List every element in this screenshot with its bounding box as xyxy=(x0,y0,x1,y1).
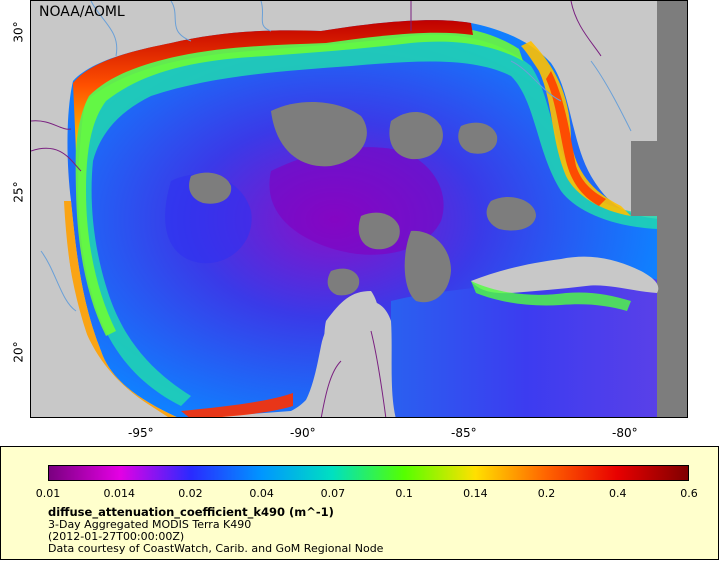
map-frame[interactable]: NOAA/AOML xyxy=(30,0,688,418)
colorbar-tick-label: 0.14 xyxy=(463,487,488,500)
gulf-of-mexico-k490-map[interactable] xyxy=(31,1,688,418)
colorbar-tick-label: 0.1 xyxy=(395,487,413,500)
y-tick-label: 25° xyxy=(11,181,26,203)
nodata-patch-1 xyxy=(271,101,367,167)
land-cuba xyxy=(471,256,659,294)
colorbar-tick-label: 0.4 xyxy=(609,487,627,500)
y-tick-label: 30° xyxy=(11,21,26,43)
nodata-patch-5 xyxy=(404,230,451,303)
x-tick-label: -95° xyxy=(128,426,154,440)
coastal-band-north xyxy=(73,20,473,151)
y-tick-label: 20° xyxy=(11,341,26,363)
variable-name: diffuse_attenuation_coefficient_k490 (m^… xyxy=(48,505,334,519)
coastal-band-florida-inner xyxy=(546,71,606,206)
map-credit: NOAA/AOML xyxy=(39,4,125,20)
land-mexico-west xyxy=(31,161,168,417)
cuba-shelf xyxy=(471,281,631,311)
x-tick-label: -80° xyxy=(612,426,638,440)
deep-water-core-2 xyxy=(165,174,252,264)
land-florida xyxy=(501,1,657,216)
coastal-band-campeche xyxy=(181,393,293,417)
nodata-patch-3 xyxy=(189,172,232,204)
political-borders xyxy=(31,1,602,417)
nodata-bahamas xyxy=(631,141,657,216)
time-stamp: (2012-01-27T00:00:00Z) xyxy=(48,530,185,543)
x-tick-label: -85° xyxy=(451,426,477,440)
data-source: Data courtesy of CoastWatch, Carib. and … xyxy=(48,542,384,555)
colorbar-tick-label: 0.6 xyxy=(680,487,698,500)
rivers xyxy=(40,1,632,312)
deep-water-core xyxy=(269,147,444,255)
shelf-band-outer xyxy=(78,34,659,406)
nodata-patch-8 xyxy=(458,122,498,154)
nodata-patch-4 xyxy=(358,212,400,250)
colorbar xyxy=(48,465,689,481)
colorbar-tick-label: 0.2 xyxy=(537,487,556,500)
land-yucatan xyxy=(294,300,396,417)
legend-panel: 0.01 0.014 0.02 0.04 0.07 0.1 0.14 0.2 0.4 0.6 di… xyxy=(0,446,719,560)
colorbar-tick-label: 0.01 xyxy=(35,487,61,500)
colorbar-tick-label: 0.04 xyxy=(249,487,274,500)
nodata-patch-6 xyxy=(327,268,360,296)
nodata-patch-7 xyxy=(486,196,536,231)
nodata-strip-east xyxy=(657,1,687,417)
colorbar-tick-label: 0.02 xyxy=(178,487,203,500)
dataset-name: 3-Day Aggregated MODIS Terra K490 xyxy=(48,518,252,531)
nodata-patch-2 xyxy=(389,111,443,160)
caribbean-water xyxy=(391,267,661,417)
coastal-band-mexico xyxy=(63,201,177,417)
colorbar-tick-label: 0.07 xyxy=(320,487,346,500)
land-us-gulf-coast xyxy=(31,1,501,161)
colorbar-tick-label: 0.014 xyxy=(103,487,135,500)
x-tick-label: -90° xyxy=(290,426,316,440)
